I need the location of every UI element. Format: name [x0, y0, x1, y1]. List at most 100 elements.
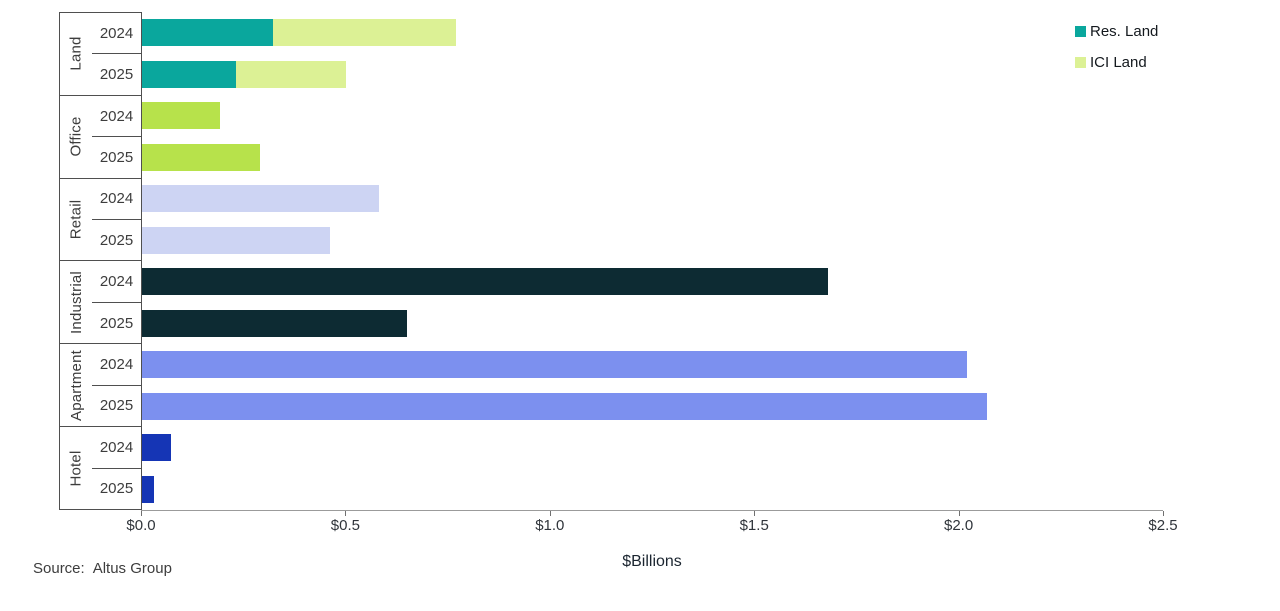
- sector-label: Industrial: [67, 270, 85, 334]
- plot-area: [141, 12, 1163, 510]
- year-label: 2025: [92, 467, 141, 509]
- year-column: 2024 2025: [92, 96, 141, 178]
- year-label: 2024: [99, 273, 134, 291]
- category-axis: Land 2024 2025 Office 2024 2025 Retail 2024 2025…: [59, 12, 142, 510]
- bar-row: [142, 12, 1163, 54]
- x-axis: $0.0 $0.5 $1.0 $1.5 $2.0 $2.5: [126, 510, 1178, 534]
- bar-segment: [142, 60, 236, 88]
- axis-tick: [754, 511, 756, 516]
- sector-group: Office 2024 2025: [60, 94, 141, 178]
- legend: Res. Land ICI Land: [1075, 23, 1158, 71]
- source-text: Altus Group: [92, 560, 172, 577]
- bar-row: [142, 137, 1163, 179]
- ici-land-swatch-icon: [1075, 57, 1086, 68]
- year-label: 2025: [92, 53, 141, 94]
- sector-group: Apartment 2024 2025: [60, 343, 141, 426]
- year-column: 2024 2025: [92, 179, 141, 261]
- source-note: Source: Altus Group: [33, 560, 172, 577]
- bar: [142, 268, 1163, 296]
- bar: [142, 392, 1163, 420]
- bar-row: [142, 386, 1163, 428]
- axis-tick: [1163, 511, 1164, 516]
- bar: [142, 19, 1163, 47]
- bar: [142, 143, 1163, 171]
- year-label: 2025: [92, 136, 141, 177]
- sector-group: Hotel 2024 2025: [60, 426, 141, 509]
- bar: [142, 351, 1163, 379]
- sector-label-cell: Retail: [60, 179, 92, 261]
- sector-label: Retail: [67, 199, 85, 240]
- axis-tick: [958, 511, 960, 516]
- bar-segment: [142, 102, 220, 130]
- sector-label-cell: Office: [60, 96, 92, 178]
- bar-segment: [142, 309, 408, 337]
- year-column: 2024 2025: [92, 261, 141, 343]
- res-land-swatch-icon: [1075, 26, 1086, 37]
- bar: [142, 475, 1163, 503]
- legend-item-res-land: Res. Land: [1075, 23, 1158, 40]
- year-label: 2024: [99, 24, 134, 42]
- bar-segment: [142, 143, 261, 171]
- year-label: 2024: [99, 356, 134, 374]
- bar-segment: [142, 19, 273, 47]
- year-label: 2025: [92, 384, 141, 426]
- sector-label-cell: Land: [60, 13, 92, 95]
- bar-row: [142, 303, 1163, 345]
- bar-row: [142, 344, 1163, 386]
- axis-tick-label: $1.5: [739, 517, 769, 534]
- bar-row: [142, 427, 1163, 469]
- axis-tick-label: $0.5: [330, 517, 360, 534]
- bar-row: [142, 469, 1163, 511]
- sector-group: Land 2024 2025: [60, 13, 141, 95]
- axis-tick-label: $2.0: [943, 517, 974, 534]
- bar-row: [142, 220, 1163, 262]
- axis-tick-label: $2.5: [1148, 517, 1178, 534]
- year-column: 2024 2025: [92, 13, 141, 95]
- axis-tick: [549, 511, 551, 516]
- year-label: 2024: [99, 107, 134, 125]
- bar-segment: [142, 434, 171, 462]
- sector-group: Retail 2024 2025: [60, 177, 141, 261]
- bar-segment: [142, 475, 155, 503]
- sector-label: Office: [67, 116, 85, 157]
- sector-label-cell: Hotel: [60, 427, 92, 509]
- bar-segment: [142, 351, 967, 379]
- legend-label: ICI Land: [1090, 54, 1147, 71]
- sector-group: Industrial 2024 2025: [60, 260, 141, 343]
- bar: [142, 102, 1163, 130]
- bar-segment: [272, 19, 457, 47]
- sector-label-cell: Industrial: [60, 261, 92, 343]
- sector-label: Apartment: [67, 349, 85, 421]
- sector-label: Land: [67, 36, 85, 71]
- year-label: 2024: [99, 438, 134, 456]
- year-column: 2024 2025: [92, 427, 141, 509]
- sector-label-cell: Apartment: [60, 344, 92, 426]
- year-label: 2025: [92, 219, 141, 260]
- bar-segment: [142, 185, 379, 213]
- year-column: 2024 2025: [92, 344, 141, 426]
- bar-segment: [142, 226, 330, 254]
- bar-row: [142, 178, 1163, 220]
- axis-tick: [345, 511, 347, 516]
- year-label: 2024: [99, 190, 134, 208]
- bar-segment: [142, 392, 988, 420]
- bar-segment: [142, 268, 829, 296]
- bar-segment: [235, 60, 347, 88]
- axis-tick: [141, 511, 142, 516]
- sector-label: Hotel: [67, 450, 85, 487]
- bar: [142, 60, 1163, 88]
- bar: [142, 309, 1163, 337]
- year-label: 2025: [92, 301, 141, 343]
- bar: [142, 185, 1163, 213]
- bar-row: [142, 261, 1163, 303]
- bar-row: [142, 54, 1163, 96]
- legend-item-ici-land: ICI Land: [1075, 54, 1158, 71]
- axis-tick-label: $1.0: [535, 517, 565, 534]
- source-prefix: Source:: [33, 560, 85, 577]
- axis-tick-label: $0.0: [126, 517, 156, 534]
- bar-row: [142, 95, 1163, 137]
- bar: [142, 434, 1163, 462]
- legend-label: Res. Land: [1090, 23, 1159, 40]
- x-axis-title: $Billions: [622, 553, 682, 570]
- bar: [142, 226, 1163, 254]
